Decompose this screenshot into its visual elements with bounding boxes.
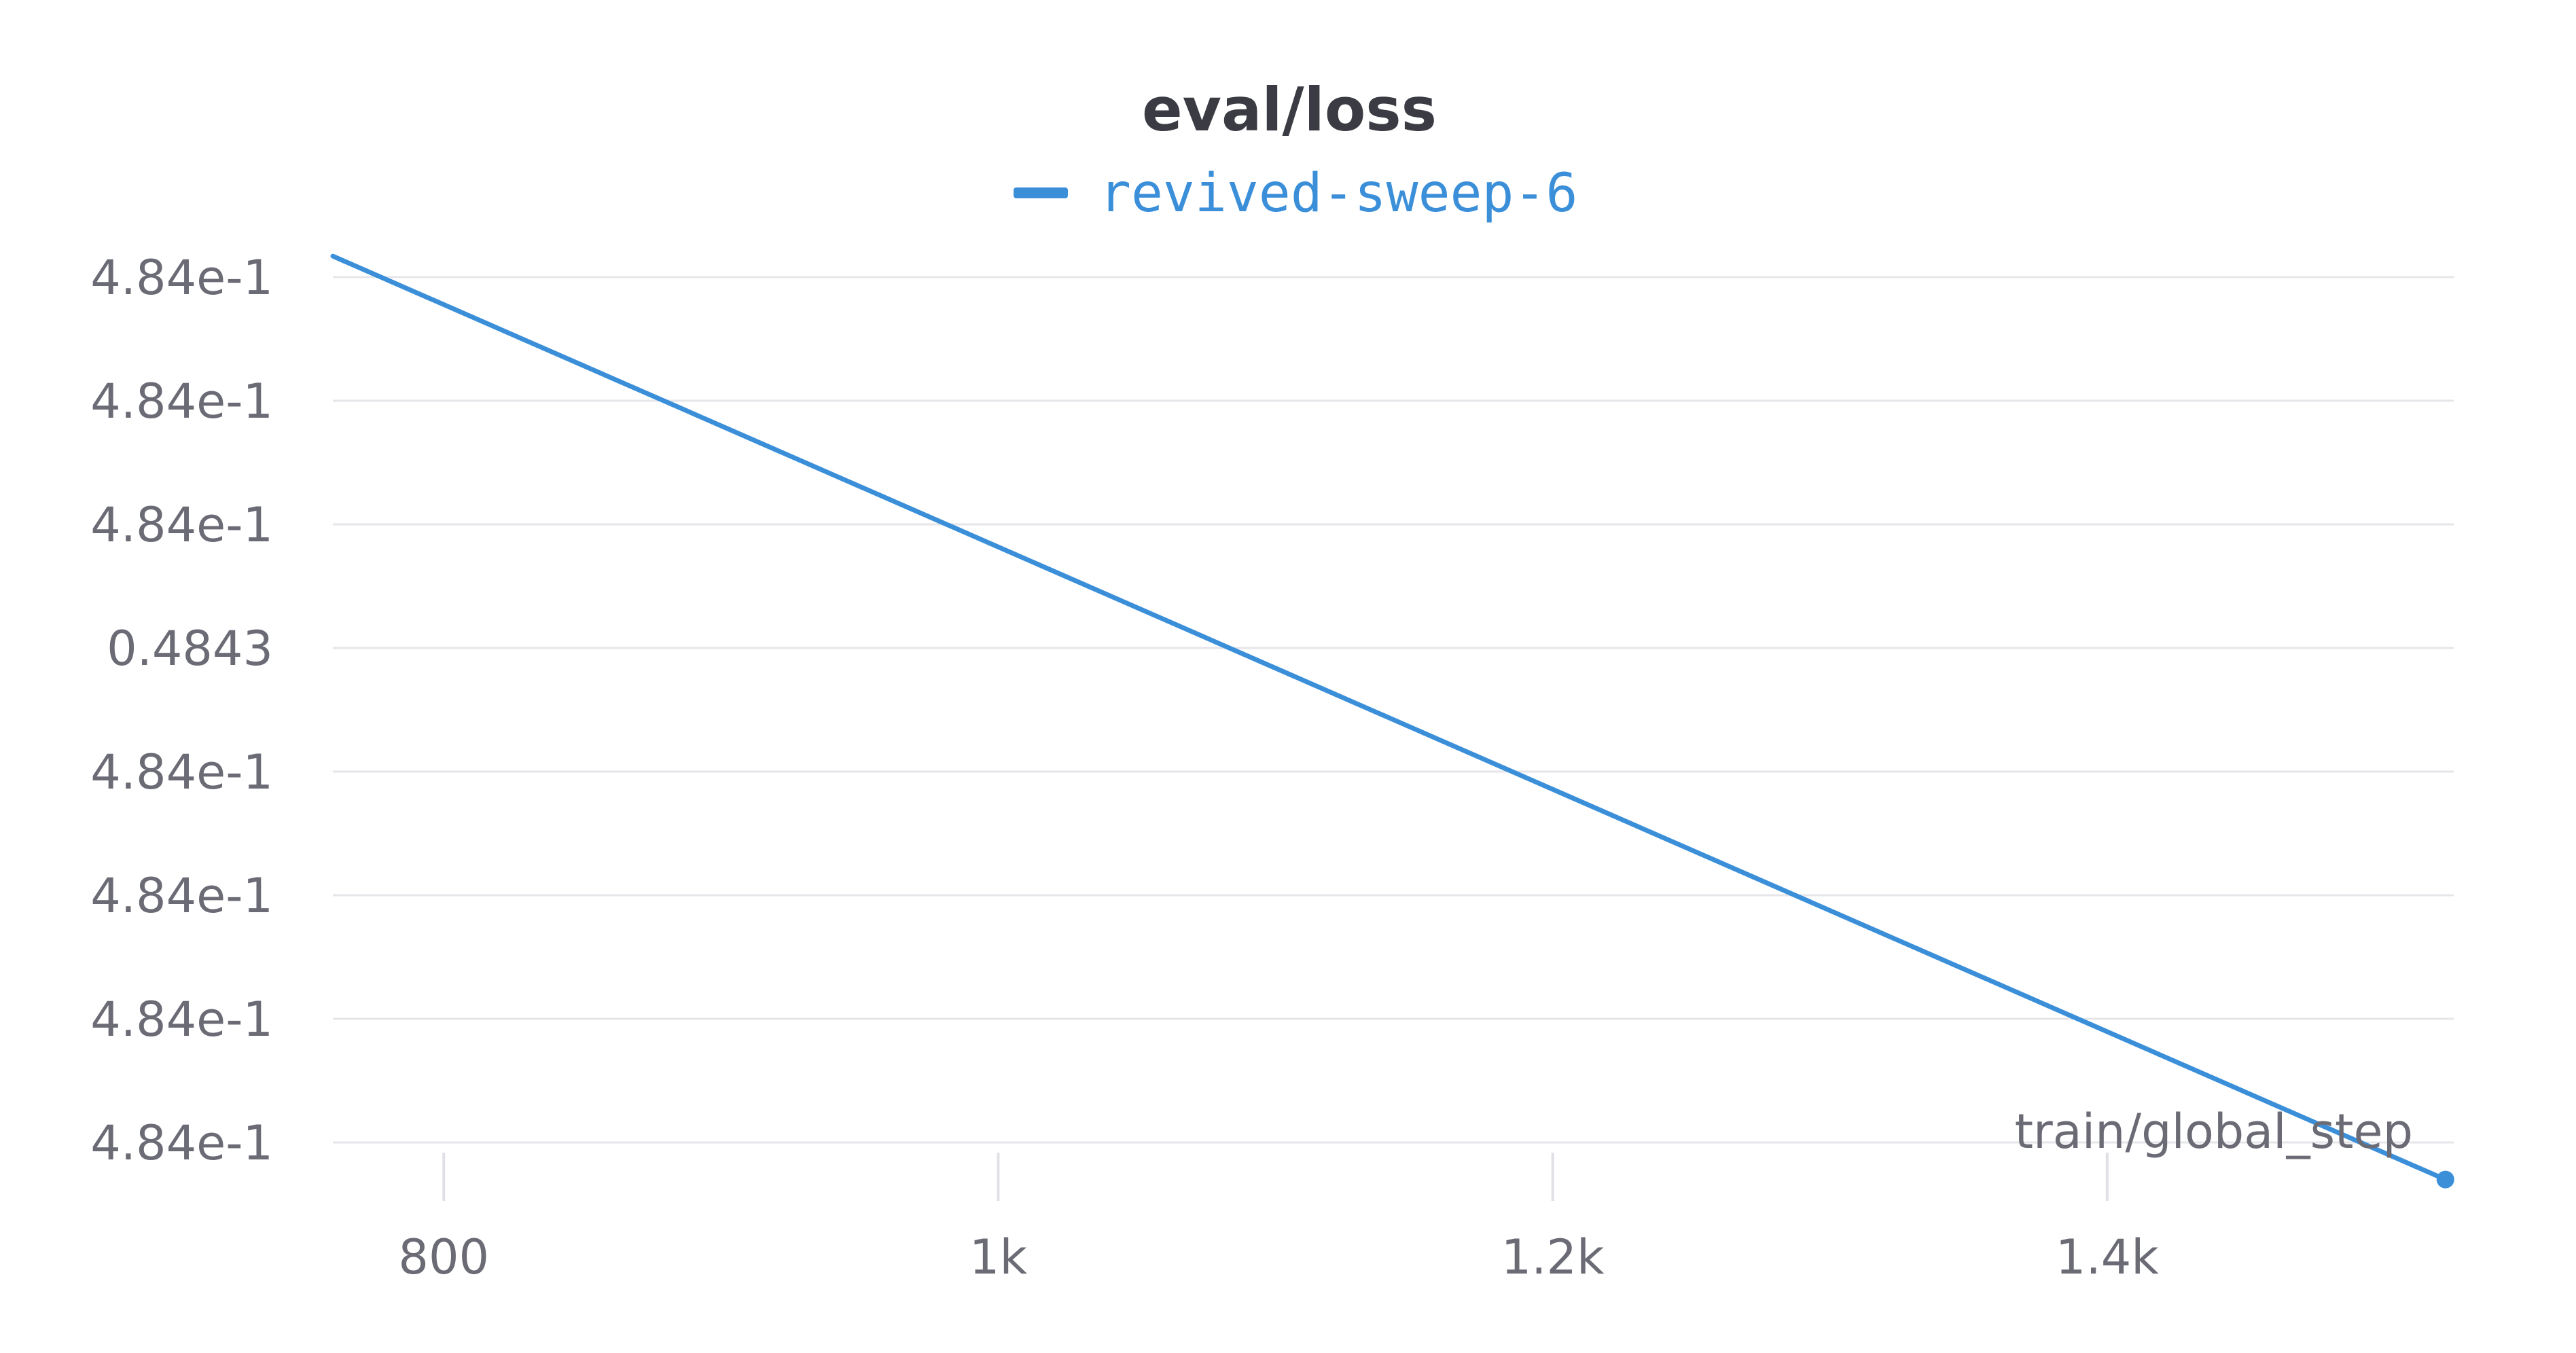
y-tick-label: 4.84e-1 [90, 1115, 273, 1171]
x-tick-label: 800 [398, 1229, 489, 1285]
y-tick-label: 4.84e-1 [90, 497, 273, 553]
legend[interactable]: revived-sweep-6 [1014, 163, 1577, 224]
x-axis-label: train/global_step [2015, 1104, 2413, 1159]
y-tick-label: 4.84e-1 [90, 868, 273, 924]
series-end-point[interactable] [2436, 1170, 2454, 1189]
y-tick-label: 0.4843 [107, 621, 273, 676]
legend-label[interactable]: revived-sweep-6 [1099, 163, 1577, 224]
grid [333, 276, 2454, 1144]
y-tick-label: 4.84e-1 [90, 744, 273, 800]
y-tick-label: 4.84e-1 [90, 992, 273, 1047]
series-line[interactable] [330, 253, 2448, 1183]
x-axis: 800 1k 1.2k 1.4k [398, 1153, 2159, 1285]
x-tick-label: 1.4k [2056, 1229, 2159, 1285]
legend-swatch [1014, 187, 1068, 198]
x-tick-label: 1.2k [1501, 1229, 1605, 1285]
y-tick-label: 4.84e-1 [90, 250, 273, 306]
y-tick-label: 4.84e-1 [90, 374, 273, 429]
chart-title: eval/loss [1142, 75, 1437, 145]
x-tick-label: 1k [969, 1229, 1028, 1285]
plot-area[interactable] [330, 253, 2454, 1189]
y-axis: 4.84e-1 4.84e-1 4.84e-1 0.4843 4.84e-1 4.84e-… [90, 250, 273, 1171]
